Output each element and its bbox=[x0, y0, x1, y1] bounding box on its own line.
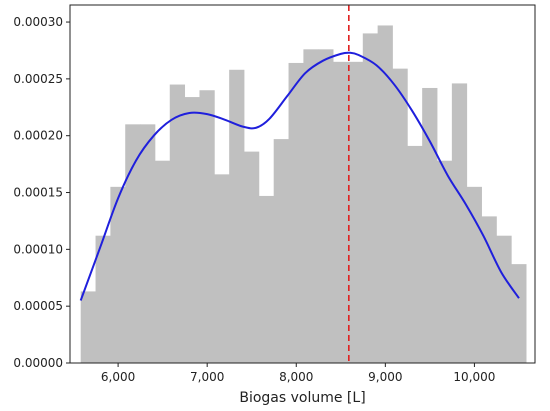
histogram-bar bbox=[451, 83, 468, 364]
histogram-bar bbox=[496, 235, 512, 363]
histogram-bar bbox=[140, 124, 156, 363]
histogram-bar bbox=[288, 62, 304, 363]
histogram-bar bbox=[95, 235, 111, 363]
x-axis-label: Biogas volume [L] bbox=[239, 390, 365, 406]
x-tick-label: 10,000 bbox=[453, 370, 495, 384]
histogram-bar bbox=[377, 25, 393, 363]
y-tick-label: 0.00025 bbox=[13, 72, 63, 86]
histogram-bar bbox=[303, 49, 319, 363]
histogram-bar bbox=[481, 216, 497, 363]
histogram-bar bbox=[422, 87, 438, 363]
y-tick-label: 0.00010 bbox=[13, 242, 63, 256]
histogram-bar bbox=[511, 264, 527, 363]
histogram-bar bbox=[437, 160, 453, 363]
histogram-bar bbox=[214, 174, 230, 363]
histogram-bar bbox=[244, 151, 260, 363]
axes bbox=[69, 4, 536, 364]
histogram-bars bbox=[80, 25, 527, 364]
x-tick-label: 7,000 bbox=[190, 370, 224, 384]
histogram-bar bbox=[347, 61, 364, 363]
histogram-bar bbox=[333, 61, 349, 363]
histogram-bar bbox=[362, 33, 379, 364]
histogram-bar bbox=[273, 139, 289, 363]
histogram-bar bbox=[407, 145, 423, 363]
histogram-bar bbox=[80, 291, 96, 363]
x-tick-label: 8,000 bbox=[279, 370, 313, 384]
plot-frame bbox=[69, 4, 536, 364]
histogram-bar bbox=[154, 160, 171, 363]
histogram-bar bbox=[110, 186, 126, 363]
histogram-bar bbox=[125, 124, 141, 363]
y-axis-ticks: 0.00000 0.00005 0.00010 0.00015 0.00020 0.000… bbox=[13, 15, 70, 370]
y-tick-label: 0.00000 bbox=[13, 356, 63, 370]
y-tick-label: 0.00005 bbox=[13, 299, 63, 313]
kde-curve bbox=[79, 51, 520, 301]
histogram-bar bbox=[199, 90, 215, 363]
x-tick-label: 9,000 bbox=[368, 370, 402, 384]
x-axis-ticks: 6,000 7,000 8,000 9,000 10,000 bbox=[101, 363, 495, 384]
x-tick-label: 6,000 bbox=[101, 370, 135, 384]
histogram-bar bbox=[184, 97, 200, 364]
histogram-bar bbox=[258, 195, 275, 363]
y-tick-label: 0.00030 bbox=[13, 15, 63, 29]
histogram-bar bbox=[466, 186, 482, 363]
histogram-bar bbox=[229, 69, 245, 364]
y-tick-label: 0.00020 bbox=[13, 129, 63, 143]
y-tick-label: 0.00015 bbox=[13, 186, 63, 200]
histogram-bar bbox=[318, 49, 334, 363]
kde-curve-group bbox=[79, 51, 520, 301]
histogram-bar bbox=[392, 68, 408, 364]
histogram-bar bbox=[169, 84, 186, 364]
